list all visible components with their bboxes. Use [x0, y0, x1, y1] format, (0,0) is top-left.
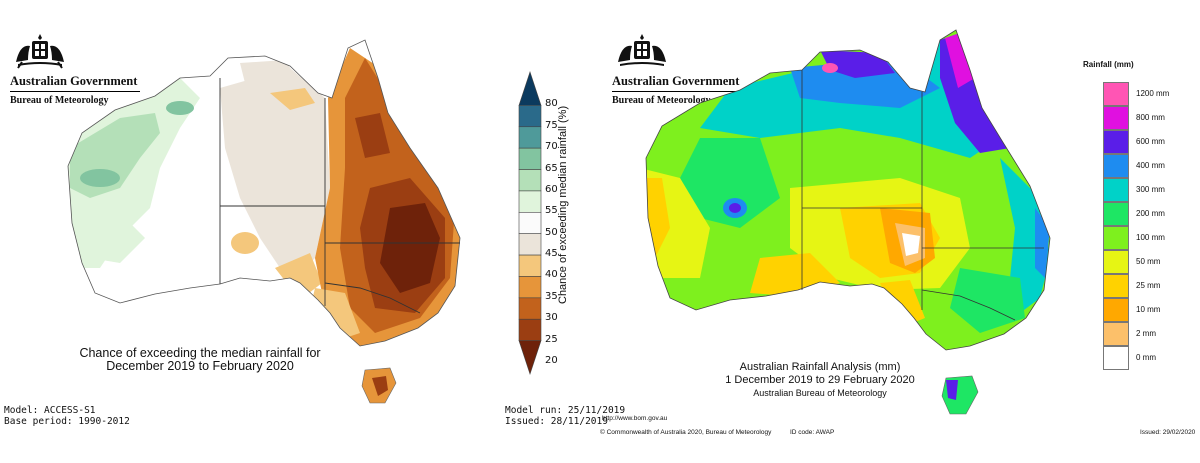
rainfall-legend-label: 0 mm	[1136, 353, 1156, 362]
rainfall-legend: 1200 mm 800 mm 600 mm 400 mm 300 mm 200 mm 100…	[1103, 82, 1200, 370]
rainfall-legend-label: 50 mm	[1136, 257, 1161, 266]
rainfall-legend-item: 50 mm	[1103, 250, 1200, 274]
colorbar-tick-label: 35	[545, 290, 558, 302]
colorbar-tick-label: 20	[545, 355, 558, 366]
colorbar-tick-label: 45	[545, 248, 558, 260]
rainfall-legend-item: 800 mm	[1103, 106, 1200, 130]
colorbar-segment	[518, 126, 542, 149]
coat-of-arms-icon	[16, 34, 64, 69]
colorbar-segment	[518, 233, 542, 256]
rainfall-legend-label: 800 mm	[1136, 113, 1165, 122]
outlook-map	[67, 39, 461, 404]
rainfall-legend-swatch	[1103, 250, 1129, 274]
colorbar-tick-label: 40	[545, 269, 558, 281]
analysis-source: Australian Bureau of Meteorology	[753, 388, 887, 398]
colorbar-tick-label: 50	[545, 226, 558, 238]
colorbar-tick-label: 75	[545, 119, 558, 131]
analysis-dates: 1 December 2019 to 29 February 2020	[725, 374, 915, 386]
rainfall-legend-swatch	[1103, 202, 1129, 226]
bureau-name: Bureau of Meteorology	[10, 95, 109, 106]
colorbar-title: Chance of exceeding median rainfall (%)	[557, 105, 569, 304]
rainfall-legend-item: 10 mm	[1103, 298, 1200, 322]
rainfall-legend-label: 25 mm	[1136, 281, 1161, 290]
rainfall-legend-label: 300 mm	[1136, 185, 1165, 194]
caption-line-2: December 2019 to February 2020	[106, 359, 294, 373]
colorbar-segment	[518, 340, 542, 375]
base-period-label: Base period: 1990-2012	[4, 416, 130, 427]
outlook-colorbar	[518, 71, 542, 375]
colorbar-segment	[518, 71, 542, 106]
colorbar-tick-label: 65	[545, 162, 558, 174]
outlook-caption: Chance of exceeding the median rainfall …	[10, 347, 390, 373]
colorbar-segment	[518, 254, 542, 277]
bom-url: http://www.bom.gov.au	[602, 415, 668, 422]
copyright-notice: © Commonwealth of Australia 2020, Bureau…	[600, 429, 772, 436]
rainfall-legend-label: 10 mm	[1136, 305, 1161, 314]
coat-of-arms-icon	[618, 34, 666, 66]
rainfall-legend-label: 1200 mm	[1136, 89, 1170, 98]
colorbar-segment	[518, 147, 542, 170]
caption-line-1: Chance of exceeding the median rainfall …	[79, 346, 321, 360]
rainfall-legend-item: 2 mm	[1103, 322, 1200, 346]
government-logo: Australian Government Bureau of Meteorol…	[10, 32, 140, 106]
rainfall-legend-swatch	[1103, 322, 1129, 346]
rainfall-legend-item: 400 mm	[1103, 154, 1200, 178]
colorbar-segment	[518, 318, 542, 341]
colorbar-segment	[518, 190, 542, 213]
colorbar-segment	[518, 105, 542, 128]
rainfall-legend-swatch	[1103, 274, 1129, 298]
government-name: Australian Government	[10, 74, 140, 92]
rainfall-legend-label: 600 mm	[1136, 137, 1165, 146]
rainfall-legend-swatch	[1103, 82, 1129, 106]
colorbar-tick-label: 30	[545, 312, 558, 324]
colorbar-tick-label: 60	[545, 183, 558, 195]
id-code: ID code: AWAP	[790, 429, 835, 436]
rainfall-legend-item: 100 mm	[1103, 226, 1200, 250]
colorbar-segment	[518, 276, 542, 299]
rainfall-legend-label: 100 mm	[1136, 233, 1165, 242]
analysis-title: Australian Rainfall Analysis (mm)	[739, 361, 901, 373]
issued-date: Issued: 29/02/2020	[1140, 429, 1196, 436]
colorbar-segment	[518, 212, 542, 234]
issued-label: Issued: 28/11/2019	[505, 416, 608, 427]
rainfall-legend-swatch	[1103, 178, 1129, 202]
government-logo: Australian Government Bureau of Meteorol…	[612, 32, 742, 106]
rainfall-legend-title: Rainfall (mm)	[1083, 60, 1134, 69]
rainfall-legend-swatch	[1103, 346, 1129, 370]
rainfall-legend-swatch	[1103, 130, 1129, 154]
rainfall-legend-swatch	[1103, 106, 1129, 130]
outlook-panel: Australian Government Bureau of Meteorol…	[4, 32, 625, 427]
analysis-caption: Australian Rainfall Analysis (mm) 1 Dece…	[670, 361, 970, 400]
model-run-label: Model run: 25/11/2019	[505, 405, 626, 416]
colorbar-segment	[518, 169, 542, 192]
rainfall-legend-item: 300 mm	[1103, 178, 1200, 202]
colorbar-segment	[518, 297, 542, 320]
bureau-name: Bureau of Meteorology	[612, 95, 711, 106]
rainfall-legend-item: 1200 mm	[1103, 82, 1200, 106]
rainfall-legend-item: 0 mm	[1103, 346, 1200, 370]
rainfall-legend-label: 200 mm	[1136, 209, 1165, 218]
colorbar-tick-label: 80	[545, 98, 558, 110]
colorbar-tick-label: 55	[545, 205, 558, 217]
rainfall-legend-swatch	[1103, 226, 1129, 250]
model-label: Model: ACCESS-S1	[4, 405, 96, 416]
rainfall-legend-item: 200 mm	[1103, 202, 1200, 226]
analysis-panel: Australian Government Bureau of Meteorol…	[600, 0, 1200, 463]
colorbar-tick-label: 70	[545, 141, 558, 153]
rainfall-map	[645, 29, 1051, 415]
rainfall-legend-item: 25 mm	[1103, 274, 1200, 298]
colorbar-tick-label: 25	[545, 333, 558, 345]
rainfall-legend-swatch	[1103, 298, 1129, 322]
government-name: Australian Government	[612, 74, 742, 92]
rainfall-legend-swatch	[1103, 154, 1129, 178]
rainfall-legend-item: 600 mm	[1103, 130, 1200, 154]
rainfall-legend-label: 400 mm	[1136, 161, 1165, 170]
rainfall-legend-label: 2 mm	[1136, 329, 1156, 338]
